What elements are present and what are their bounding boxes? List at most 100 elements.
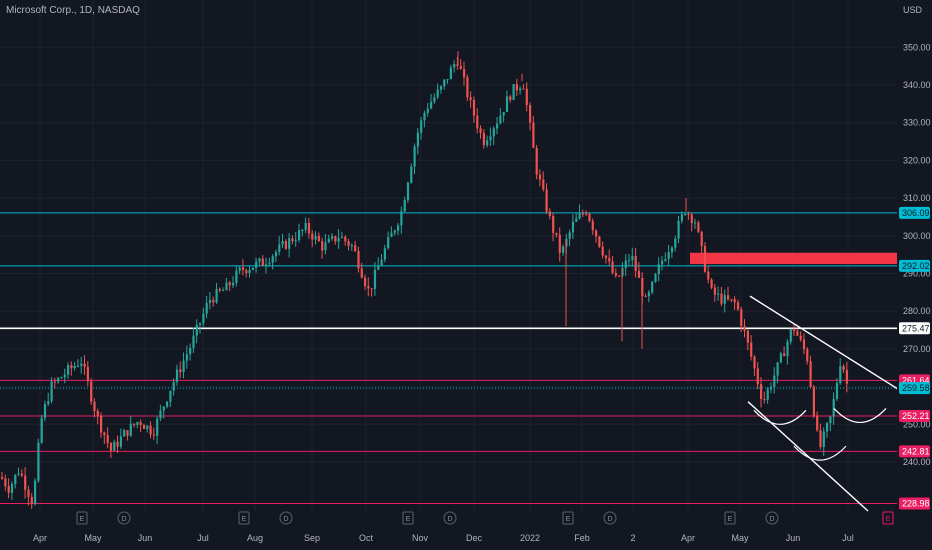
candle-body (149, 425, 152, 435)
candle-body (469, 97, 472, 100)
candle-body (70, 365, 73, 369)
candle-body (793, 329, 796, 331)
candle-body (423, 112, 426, 121)
dividend-event-letter: D (447, 516, 452, 523)
candle-body (789, 329, 792, 342)
dividend-event-icon (117, 511, 131, 525)
candle-body (703, 246, 707, 272)
candle-body (786, 341, 789, 357)
candle-body (17, 473, 20, 475)
candle-body (406, 182, 410, 201)
horizontal-levels (0, 212, 897, 505)
candle-body (733, 299, 736, 303)
candle-body (472, 99, 476, 116)
candle-body (667, 252, 670, 259)
candle-body (608, 258, 611, 262)
candle-body (819, 430, 822, 448)
time-axis[interactable]: Apr May Jun Jul Aug Sep Oct Nov Dec 2022 Feb 2 Apr Ma… (0, 512, 932, 550)
candle-body (779, 353, 782, 363)
earnings-event-icon (238, 511, 250, 525)
time-tick-label: Aug (247, 533, 263, 543)
candle-body (575, 218, 578, 222)
candle-body (218, 288, 221, 291)
candle-body (331, 236, 334, 239)
price-tag-label: 259.58 (902, 383, 930, 393)
price-tag (899, 259, 930, 272)
candle-body (24, 475, 27, 490)
dividend-event-icon (279, 511, 293, 525)
candle-body (43, 404, 47, 418)
candle-body (192, 335, 195, 349)
candle-body (680, 214, 683, 221)
candle-body (139, 422, 142, 426)
candle-body (119, 436, 122, 447)
candle-body (321, 241, 324, 251)
candle-body (522, 88, 525, 90)
price-tick-label: 310.00 (903, 193, 931, 203)
candle-body (624, 260, 627, 269)
candle-body (225, 282, 228, 291)
candle-body (1, 477, 4, 479)
candle-body (245, 270, 248, 273)
candle-body (760, 384, 763, 399)
resistance-zone (690, 252, 897, 265)
candle-body (284, 241, 287, 249)
candle-body (390, 232, 393, 237)
candle-body (426, 108, 429, 113)
candle-body (133, 423, 136, 425)
candle-body (717, 293, 720, 295)
candle-body (142, 425, 146, 429)
candle-body (175, 369, 179, 382)
chart-title: Microsoft Corp., 1D, NASDAQ (6, 5, 140, 16)
price-axis[interactable]: 240.00250.00260.00270.00280.00290.00300.… (897, 0, 932, 550)
candle-body (845, 370, 848, 384)
candle-body (347, 241, 350, 246)
earnings-event-letter: E (728, 516, 733, 523)
candle-body (172, 381, 175, 391)
candle-body (766, 389, 769, 400)
candle-body (136, 422, 139, 425)
price-tag (899, 382, 930, 395)
candle-body (727, 295, 730, 300)
candle-body (486, 140, 489, 146)
candle-body (581, 213, 584, 215)
candle-body (354, 245, 357, 252)
candle-body (496, 123, 499, 129)
candle-body (393, 230, 396, 233)
candle-body (707, 271, 710, 280)
candle-body (298, 230, 301, 241)
candle-body (585, 213, 588, 215)
candle-body (215, 288, 218, 303)
grid (0, 0, 897, 512)
candle-body (476, 115, 479, 129)
candle-body (34, 480, 37, 505)
candle-body (548, 211, 551, 216)
earnings-event-icon (76, 511, 88, 525)
candle-body (505, 96, 509, 112)
candle-body (499, 115, 502, 124)
candle-body (232, 283, 235, 286)
candle-body (248, 269, 251, 273)
candle-body (509, 96, 512, 100)
candle-body (746, 330, 749, 343)
candle-body (595, 230, 598, 237)
time-tick-label: Apr (33, 533, 47, 543)
candle-body (106, 435, 109, 443)
candle-body (482, 133, 485, 146)
candle-body (222, 290, 225, 292)
candle-body (618, 275, 621, 277)
time-tick-label: Feb (574, 533, 590, 543)
price-tag-label: 228.98 (902, 499, 930, 509)
candle-body (146, 425, 149, 429)
earnings-event-letter: E (80, 516, 85, 523)
dividend-event-icon (603, 511, 617, 525)
candle-body (258, 258, 261, 262)
candle-body (799, 335, 802, 340)
candle-body (60, 377, 63, 379)
candle-body (311, 233, 314, 240)
candle-body (562, 246, 565, 253)
candle-body (350, 245, 353, 247)
candle-body (436, 89, 439, 98)
